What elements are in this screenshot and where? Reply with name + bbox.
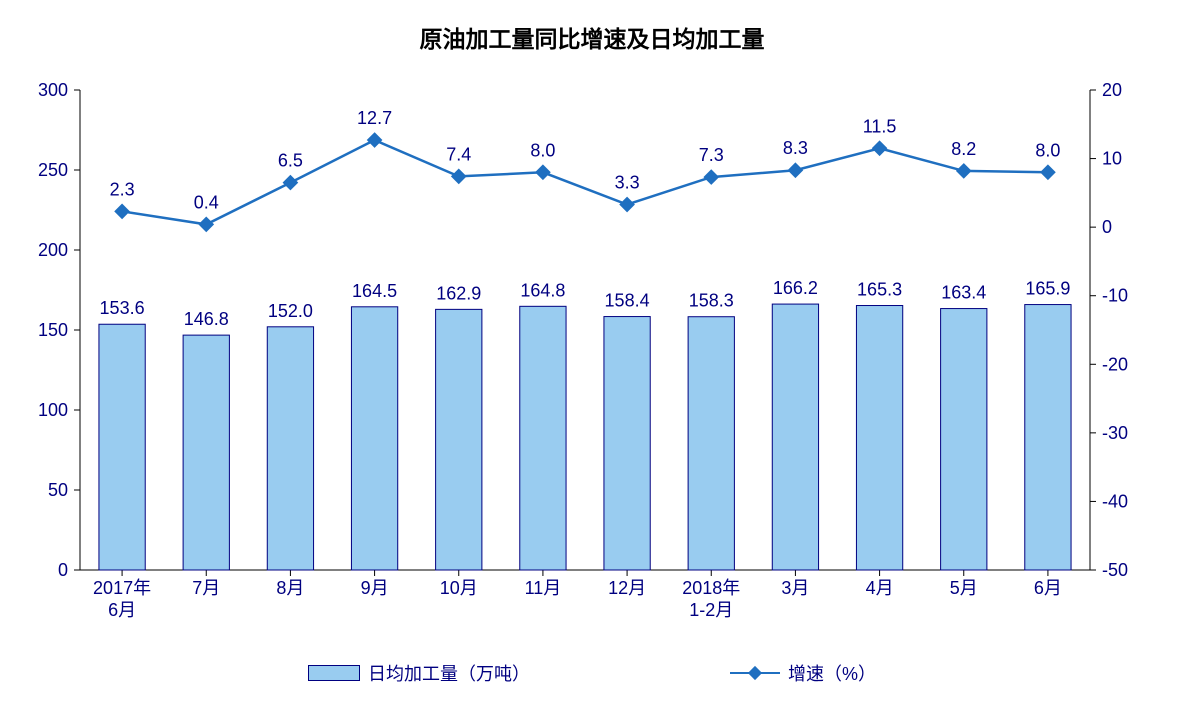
- bar: [520, 306, 566, 570]
- svg-text:9月: 9月: [361, 578, 389, 598]
- svg-text:12月: 12月: [608, 578, 646, 598]
- bar: [772, 304, 818, 570]
- svg-text:12.7: 12.7: [357, 108, 392, 128]
- bar: [183, 335, 229, 570]
- line-marker: [704, 170, 718, 184]
- legend-bar-swatch: [308, 665, 360, 681]
- line-series: [122, 140, 1048, 224]
- svg-text:6月: 6月: [1034, 578, 1062, 598]
- svg-text:5月: 5月: [950, 578, 978, 598]
- legend-item-bar: 日均加工量（万吨）: [308, 660, 530, 686]
- svg-text:152.0: 152.0: [268, 301, 313, 321]
- legend-line-label: 增速（%）: [788, 660, 876, 686]
- line-marker: [957, 164, 971, 178]
- svg-text:6.5: 6.5: [278, 151, 303, 171]
- svg-text:8.3: 8.3: [783, 138, 808, 158]
- bar: [351, 307, 397, 570]
- line-marker: [536, 165, 550, 179]
- svg-text:2018年: 2018年: [682, 578, 740, 598]
- svg-text:4月: 4月: [866, 578, 894, 598]
- bar: [267, 327, 313, 570]
- svg-text:164.8: 164.8: [520, 280, 565, 300]
- svg-text:-30: -30: [1102, 423, 1128, 443]
- svg-text:164.5: 164.5: [352, 281, 397, 301]
- bar: [941, 309, 987, 570]
- svg-text:7月: 7月: [192, 578, 220, 598]
- bar: [688, 317, 734, 570]
- svg-text:10月: 10月: [440, 578, 478, 598]
- svg-text:163.4: 163.4: [941, 283, 986, 303]
- line-marker: [620, 197, 634, 211]
- svg-text:11月: 11月: [525, 578, 562, 598]
- svg-text:-10: -10: [1102, 286, 1128, 306]
- svg-text:165.9: 165.9: [1025, 279, 1070, 299]
- svg-text:50: 50: [48, 480, 68, 500]
- svg-text:100: 100: [38, 400, 68, 420]
- svg-text:8月: 8月: [276, 578, 304, 598]
- svg-text:3月: 3月: [781, 578, 809, 598]
- svg-text:162.9: 162.9: [436, 283, 481, 303]
- line-marker: [367, 133, 381, 147]
- plot-area: 0 50 100 150 200 250 300 -50 -40 -30 -20 -10 0 10 20 20…: [0, 0, 1184, 724]
- line-marker: [1041, 165, 1055, 179]
- line-marker: [115, 204, 129, 218]
- svg-text:20: 20: [1102, 80, 1122, 100]
- svg-text:153.6: 153.6: [100, 298, 145, 318]
- svg-text:3.3: 3.3: [615, 173, 640, 193]
- svg-text:158.4: 158.4: [605, 291, 650, 311]
- svg-text:0: 0: [58, 560, 68, 580]
- legend-bar-label: 日均加工量（万吨）: [368, 660, 530, 686]
- svg-text:2017年: 2017年: [93, 578, 151, 598]
- line-marker: [872, 141, 886, 155]
- bar: [436, 309, 482, 570]
- svg-text:166.2: 166.2: [773, 278, 818, 298]
- bar: [604, 317, 650, 570]
- svg-text:8.0: 8.0: [530, 140, 555, 160]
- bar: [856, 306, 902, 570]
- svg-text:1-2月: 1-2月: [689, 600, 733, 620]
- svg-text:0.4: 0.4: [194, 192, 219, 212]
- svg-text:165.3: 165.3: [857, 280, 902, 300]
- line-marker: [452, 169, 466, 183]
- svg-text:0: 0: [1102, 217, 1112, 237]
- svg-text:6月: 6月: [108, 600, 136, 620]
- svg-text:-20: -20: [1102, 354, 1128, 374]
- svg-text:158.3: 158.3: [689, 291, 734, 311]
- legend-line-swatch: [730, 672, 780, 675]
- line-marker: [788, 163, 802, 177]
- svg-text:-40: -40: [1102, 491, 1128, 511]
- svg-text:7.4: 7.4: [446, 144, 471, 164]
- svg-text:-50: -50: [1102, 560, 1128, 580]
- svg-text:8.0: 8.0: [1035, 140, 1060, 160]
- svg-text:2.3: 2.3: [110, 179, 135, 199]
- svg-text:250: 250: [38, 160, 68, 180]
- svg-text:146.8: 146.8: [184, 309, 229, 329]
- chart-container: 原油加工量同比增速及日均加工量 050100150200250300-50-40…: [0, 0, 1184, 724]
- legend: 日均加工量（万吨） 增速（%）: [0, 660, 1184, 686]
- svg-text:150: 150: [38, 320, 68, 340]
- legend-item-line: 增速（%）: [730, 660, 876, 686]
- svg-text:200: 200: [38, 240, 68, 260]
- bar: [99, 324, 145, 570]
- line-marker: [283, 175, 297, 189]
- svg-text:10: 10: [1102, 149, 1122, 169]
- svg-text:8.2: 8.2: [951, 139, 976, 159]
- bar: [1025, 305, 1071, 570]
- line-marker: [199, 217, 213, 231]
- svg-text:11.5: 11.5: [863, 116, 897, 136]
- svg-text:7.3: 7.3: [699, 145, 724, 165]
- svg-text:300: 300: [38, 80, 68, 100]
